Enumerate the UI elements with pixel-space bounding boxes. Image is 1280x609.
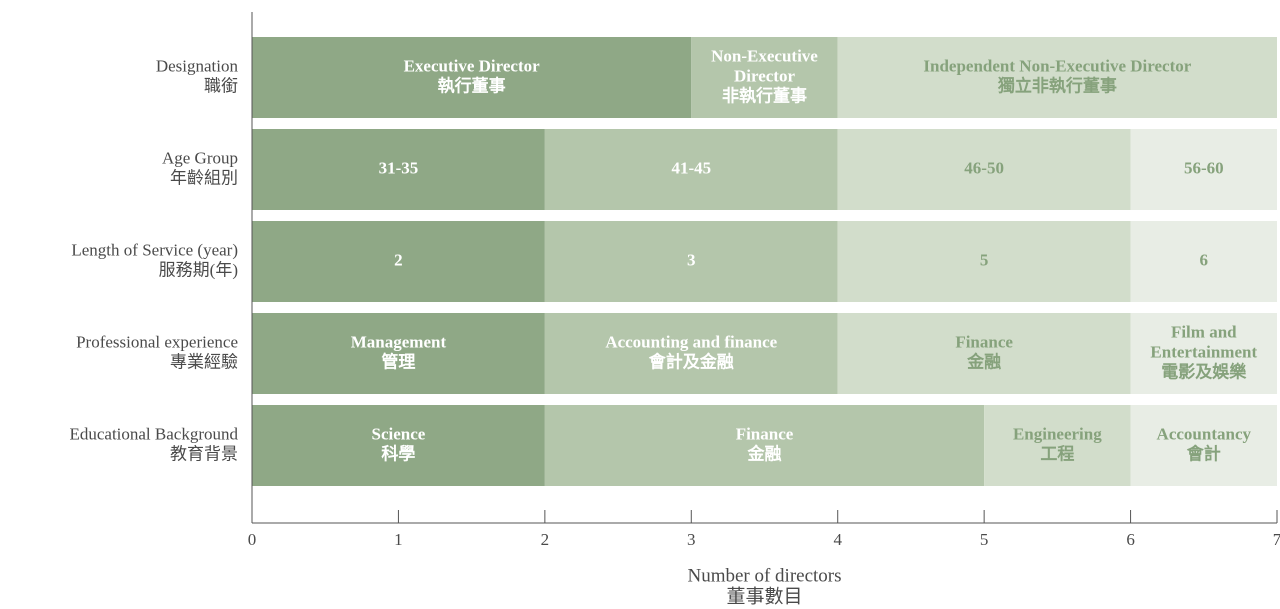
row-label: 職銜 — [204, 76, 238, 95]
bar-segment — [544, 129, 838, 210]
segment-label: Science — [372, 424, 426, 443]
row-label: 專業經驗 — [170, 352, 238, 371]
segment-label: 工程 — [1040, 444, 1074, 463]
segment-label: 電影及娛樂 — [1161, 361, 1247, 381]
x-tick-label: 6 — [1126, 530, 1135, 549]
bar-segment — [1130, 405, 1277, 486]
row-label: Age Group — [162, 148, 238, 167]
segment-label: Accountancy — [1157, 424, 1252, 443]
row-label: Designation — [156, 56, 239, 75]
bar-segment — [252, 221, 545, 302]
x-axis-label: Number of directors — [687, 565, 841, 586]
segment-label: 31-35 — [379, 158, 419, 177]
bar-segment — [1130, 221, 1277, 302]
row-label: Professional experience — [76, 332, 238, 351]
bar-segment — [1130, 129, 1277, 210]
bar-segment — [837, 129, 1131, 210]
row-label: 教育背景 — [170, 444, 238, 463]
segment-label: 46-50 — [964, 158, 1004, 177]
segment-label: 非執行董事 — [722, 85, 807, 105]
segment-label: 41-45 — [671, 158, 711, 177]
segment-label: 5 — [980, 250, 989, 269]
bar-segment — [1130, 313, 1277, 394]
bar-segment — [837, 313, 1131, 394]
segment-label: 金融 — [747, 443, 782, 463]
segment-label: 56-60 — [1184, 158, 1224, 177]
bar-segment — [544, 221, 838, 302]
segment-label: 3 — [687, 250, 696, 269]
bar-segment — [837, 221, 1131, 302]
x-tick-label: 3 — [687, 530, 696, 549]
bar-segment — [544, 405, 985, 486]
x-tick-label: 0 — [248, 530, 257, 549]
row-label: 服務期(年) — [159, 260, 238, 279]
segment-label: 執行董事 — [438, 75, 506, 95]
segment-label: Director — [734, 66, 795, 85]
segment-label: Film and — [1171, 322, 1237, 341]
x-axis-label: 董事數目 — [726, 585, 802, 607]
bar-segment — [984, 405, 1131, 486]
x-tick-label: 4 — [833, 530, 842, 549]
segment-label: 管理 — [381, 351, 415, 371]
x-tick-label: 7 — [1273, 530, 1280, 549]
bar-segment — [691, 37, 838, 118]
segment-label: 會計 — [1186, 443, 1221, 463]
row-label: Educational Background — [69, 424, 238, 443]
segment-label: 6 — [1200, 250, 1209, 269]
row-label: 年齡組別 — [170, 168, 238, 187]
segment-label: Engineering — [1013, 424, 1102, 443]
x-tick-label: 5 — [980, 530, 989, 549]
segment-label: 會計及金融 — [648, 351, 734, 371]
bar-segment — [544, 313, 838, 394]
bar-segment — [252, 37, 692, 118]
segment-label: Finance — [955, 332, 1013, 351]
segment-label: Finance — [736, 424, 794, 443]
segment-label: Non-Executive — [711, 46, 818, 65]
segment-label: Independent Non-Executive Director — [923, 56, 1191, 75]
segment-label: Executive Director — [404, 56, 541, 75]
segment-label: Management — [351, 332, 447, 351]
bar-segment — [252, 129, 545, 210]
x-tick-label: 2 — [541, 530, 550, 549]
bar-segment — [837, 37, 1277, 118]
segment-label: 2 — [394, 250, 403, 269]
segment-label: Accounting and finance — [605, 332, 777, 351]
bar-segment — [252, 313, 545, 394]
bar-segment — [252, 405, 545, 486]
row-label: Length of Service (year) — [71, 240, 238, 259]
segment-label: Entertainment — [1150, 342, 1257, 361]
segment-label: 科學 — [381, 443, 415, 463]
segment-label: 金融 — [966, 351, 1001, 371]
x-tick-label: 1 — [394, 530, 403, 549]
segment-label: 獨立非執行董事 — [997, 75, 1117, 95]
